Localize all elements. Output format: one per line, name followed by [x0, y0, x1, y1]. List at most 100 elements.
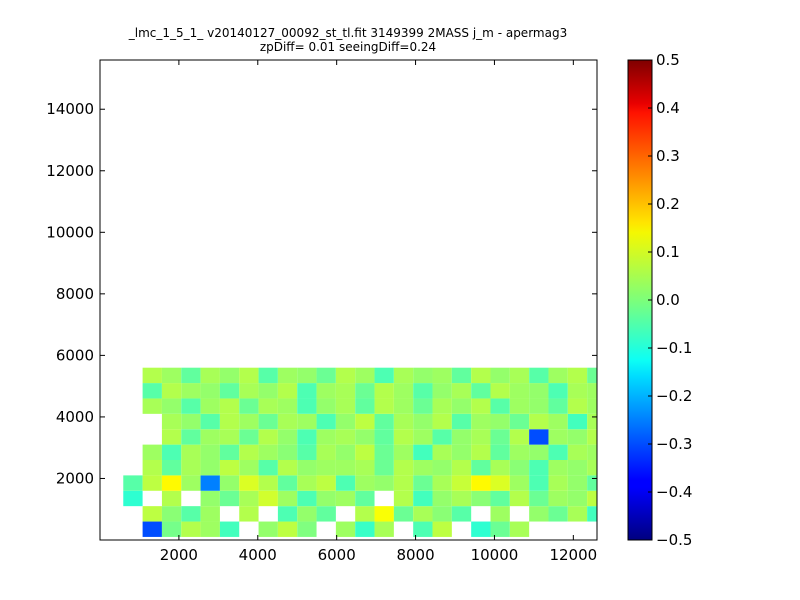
heatmap-cell: [471, 475, 491, 491]
heatmap-cell: [277, 490, 298, 507]
heatmap-cell: [258, 460, 278, 476]
heatmap-cell: [355, 506, 375, 522]
heatmap-cell: [181, 413, 201, 430]
heatmap-cell: [374, 460, 394, 476]
heatmap-cell: [567, 429, 588, 445]
heatmap-cell: [393, 490, 414, 507]
heatmap-cell: [142, 475, 162, 491]
heatmap-cell: [161, 444, 182, 460]
heatmap-cell: [277, 383, 298, 399]
heatmap-cell: [200, 490, 220, 507]
heatmap-cell: [239, 444, 259, 460]
heatmap-cell: [567, 367, 588, 384]
heatmap-cell: [451, 460, 472, 476]
heatmap-cell: [161, 398, 182, 414]
heatmap-cell: [587, 475, 597, 491]
heatmap-cell: [374, 383, 394, 399]
colorbar-tick-label: 0.0: [656, 291, 680, 309]
heatmap-cell: [161, 413, 182, 430]
heatmap-cell: [567, 444, 588, 460]
heatmap-cell: [529, 429, 549, 445]
heatmap-cell: [490, 506, 510, 522]
heatmap-cell: [200, 367, 220, 384]
heatmap-cell: [258, 367, 278, 384]
heatmap-cell: [355, 475, 375, 491]
colorbar-ticks: 0.5 0.4 0.3 0.2 0.1 0.0 −0.1 −0.2 −0.3 −0.4 −0.5: [648, 51, 692, 549]
heatmap-cell: [413, 444, 433, 460]
heatmap-cell: [567, 398, 588, 414]
heatmap-cell: [355, 521, 375, 537]
heatmap-cell: [413, 521, 433, 537]
heatmap-cell: [181, 398, 201, 414]
heatmap-cell: [548, 444, 568, 460]
heatmap-cell: [413, 460, 433, 476]
heatmap-cell: [413, 429, 433, 445]
heatmap-cell: [161, 460, 182, 476]
heatmap-cell: [413, 413, 433, 430]
heatmap-cell: [297, 383, 317, 399]
heatmap-cell: [529, 506, 549, 522]
heatmap-cell: [181, 506, 201, 522]
heatmap-cell: [355, 413, 375, 430]
heatmap-cell: [432, 475, 452, 491]
heatmap-cell: [239, 460, 259, 476]
heatmap-cell: [161, 490, 182, 507]
heatmap-cell: [509, 398, 530, 414]
heatmap-cell: [277, 413, 298, 430]
x-axis: 2000 4000 6000 8000 10000 12000: [160, 60, 597, 564]
heatmap-cell: [355, 367, 375, 384]
y-tick-label: 12000: [46, 162, 94, 180]
heatmap-cell: [181, 475, 201, 491]
heatmap-cell: [316, 383, 336, 399]
heatmap-cell: [451, 444, 472, 460]
heatmap-cell: [316, 367, 336, 384]
heatmap-cell: [277, 398, 298, 414]
heatmap-cell: [529, 383, 549, 399]
heatmap-cell: [432, 413, 452, 430]
heatmap-cell: [548, 460, 568, 476]
heatmap-cell: [219, 490, 240, 507]
heatmap-cell: [355, 429, 375, 445]
heatmap-cell: [567, 383, 588, 399]
x-tick-label: 2000: [160, 546, 198, 564]
heatmap-cell: [297, 398, 317, 414]
heatmap-cell: [219, 413, 240, 430]
heatmap-cell: [471, 367, 491, 384]
heatmap-cell: [316, 490, 336, 507]
y-tick-label: 2000: [56, 469, 94, 487]
heatmap-cell: [548, 398, 568, 414]
heatmap-cell: [200, 475, 220, 491]
heatmap-cell: [123, 490, 143, 507]
chart-title-line-1: _lmc_1_5_1_ v20140127_00092_st_tl.fit 31…: [128, 26, 567, 40]
heatmap-cell: [548, 413, 568, 430]
x-tick-label: 8000: [396, 546, 434, 564]
heatmap-cell: [277, 506, 298, 522]
heatmap-cell: [239, 383, 259, 399]
heatmap-cell: [432, 429, 452, 445]
heatmap-cell: [239, 490, 259, 507]
heatmap-cell: [316, 398, 336, 414]
heatmap-cell: [316, 506, 336, 522]
heatmap-cell: [219, 429, 240, 445]
heatmap-cell: [471, 521, 491, 537]
heatmap-cell: [529, 475, 549, 491]
heatmap-cell: [181, 444, 201, 460]
heatmap-cell: [471, 429, 491, 445]
heatmap-cell: [335, 383, 356, 399]
heatmap-cell: [432, 398, 452, 414]
heatmap-cell: [509, 490, 530, 507]
colorbar-tick-label: 0.4: [656, 99, 680, 117]
heatmap-cell: [432, 490, 452, 507]
heatmap-cell: [393, 475, 414, 491]
heatmap-cell: [219, 475, 240, 491]
heatmap-cell: [587, 444, 597, 460]
heatmap-cell: [335, 490, 356, 507]
heatmap-cell: [277, 460, 298, 476]
heatmap-cell: [258, 429, 278, 445]
heatmap-cell: [548, 429, 568, 445]
heatmap-cell: [471, 383, 491, 399]
heatmap-cell: [258, 444, 278, 460]
heatmap-cell: [181, 460, 201, 476]
heatmap-cell: [490, 444, 510, 460]
heatmap-cell: [161, 383, 182, 399]
